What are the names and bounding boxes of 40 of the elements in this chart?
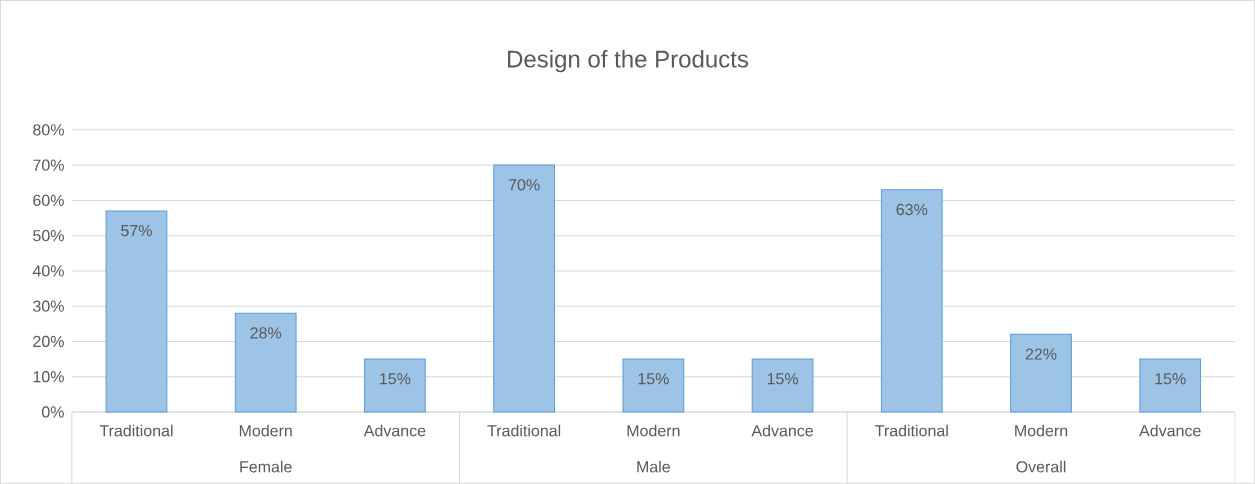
x-tick-label: Advance [363, 424, 426, 437]
x-tick-label: Traditional [487, 424, 561, 437]
text: Female [240, 460, 292, 473]
data-label: 15% [638, 372, 669, 385]
x-tick-label: Modern [1015, 424, 1068, 437]
y-tick-label: 10% [33, 370, 64, 383]
y-tick-label: 80% [33, 123, 64, 136]
data-label: 15% [380, 372, 411, 385]
y-tick-label: 70% [33, 159, 64, 171]
bar [105, 210, 168, 413]
x-tick-label: Traditional [875, 424, 948, 437]
bar [880, 189, 943, 413]
x-tick-label: Traditional [99, 424, 173, 437]
y-tick-label: 60% [33, 194, 64, 206]
x-tick-label: Modern [239, 424, 292, 437]
bar [234, 312, 297, 413]
data-label: 15% [767, 372, 799, 385]
bar [1010, 333, 1072, 413]
y-tick-label: 40% [32, 265, 64, 277]
bar [1139, 358, 1202, 413]
y-tick-label: 30% [33, 300, 64, 312]
y-tick-label: 20% [33, 335, 64, 347]
x-tick-label: Modern [627, 424, 680, 437]
chart-title: Design of the Products [508, 49, 749, 73]
bar [622, 358, 685, 413]
x-tick-label: Advance [1139, 424, 1201, 437]
bar [751, 358, 814, 413]
data-label: 70% [508, 178, 540, 191]
data-label: 22% [1025, 348, 1057, 360]
y-tick-label: 50% [33, 229, 64, 242]
text: Overall [1016, 460, 1066, 473]
bar [364, 358, 426, 413]
x-tick-label: Advance [751, 424, 813, 437]
y-tick-label: 0% [41, 406, 64, 418]
text: Male [637, 460, 670, 473]
data-label: 57% [121, 224, 152, 237]
bar [493, 164, 555, 413]
data-label: 63% [896, 203, 928, 215]
data-label: 15% [1155, 372, 1186, 385]
data-label: 28% [250, 327, 282, 339]
